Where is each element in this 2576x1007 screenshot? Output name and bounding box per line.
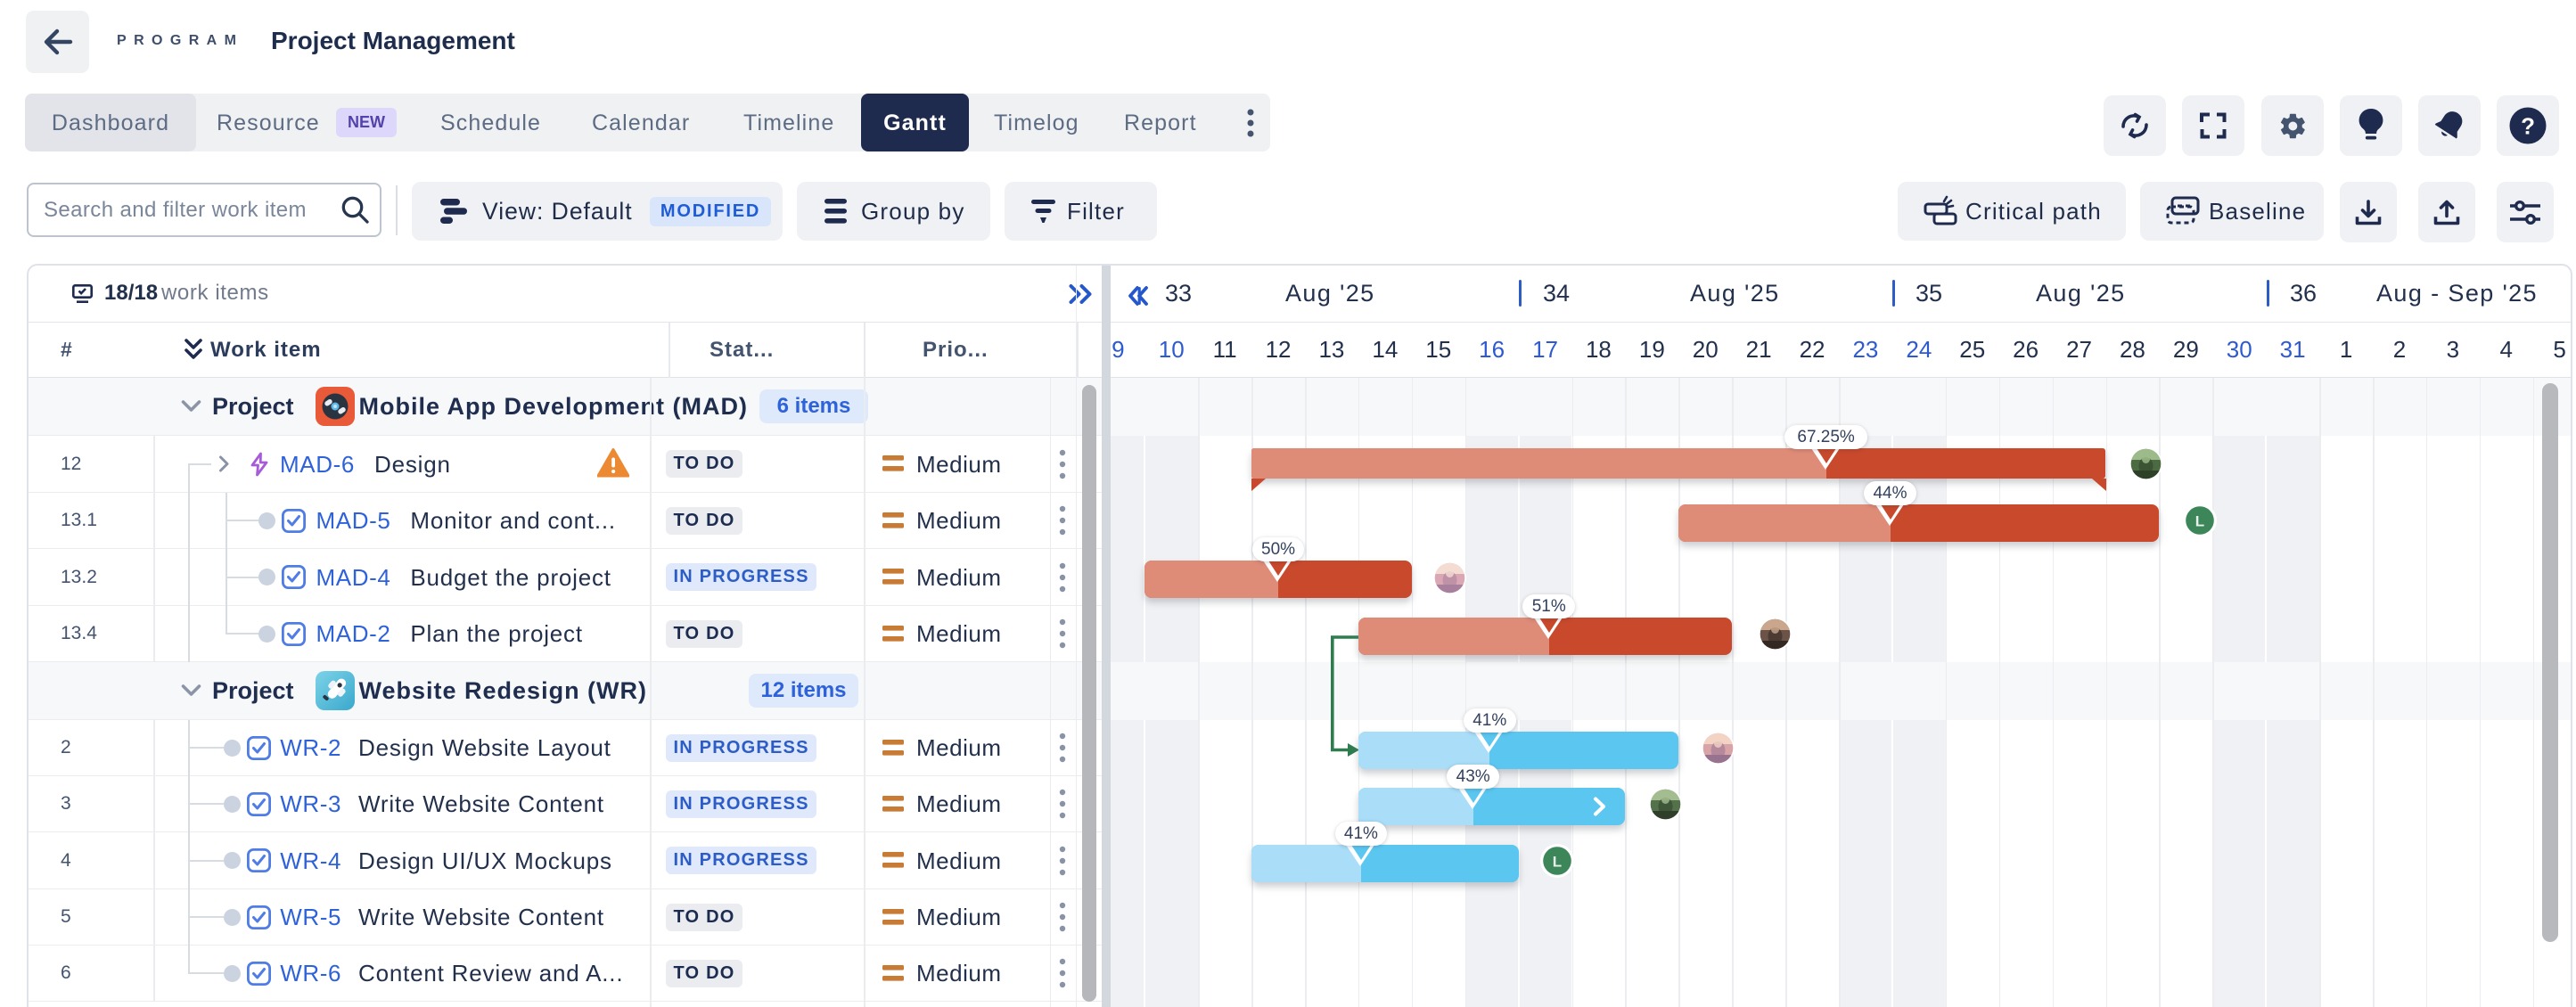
svg-text:?: ? [2521,114,2535,139]
svg-text:L: L [2195,512,2204,529]
svg-text:L: L [1552,853,1561,870]
